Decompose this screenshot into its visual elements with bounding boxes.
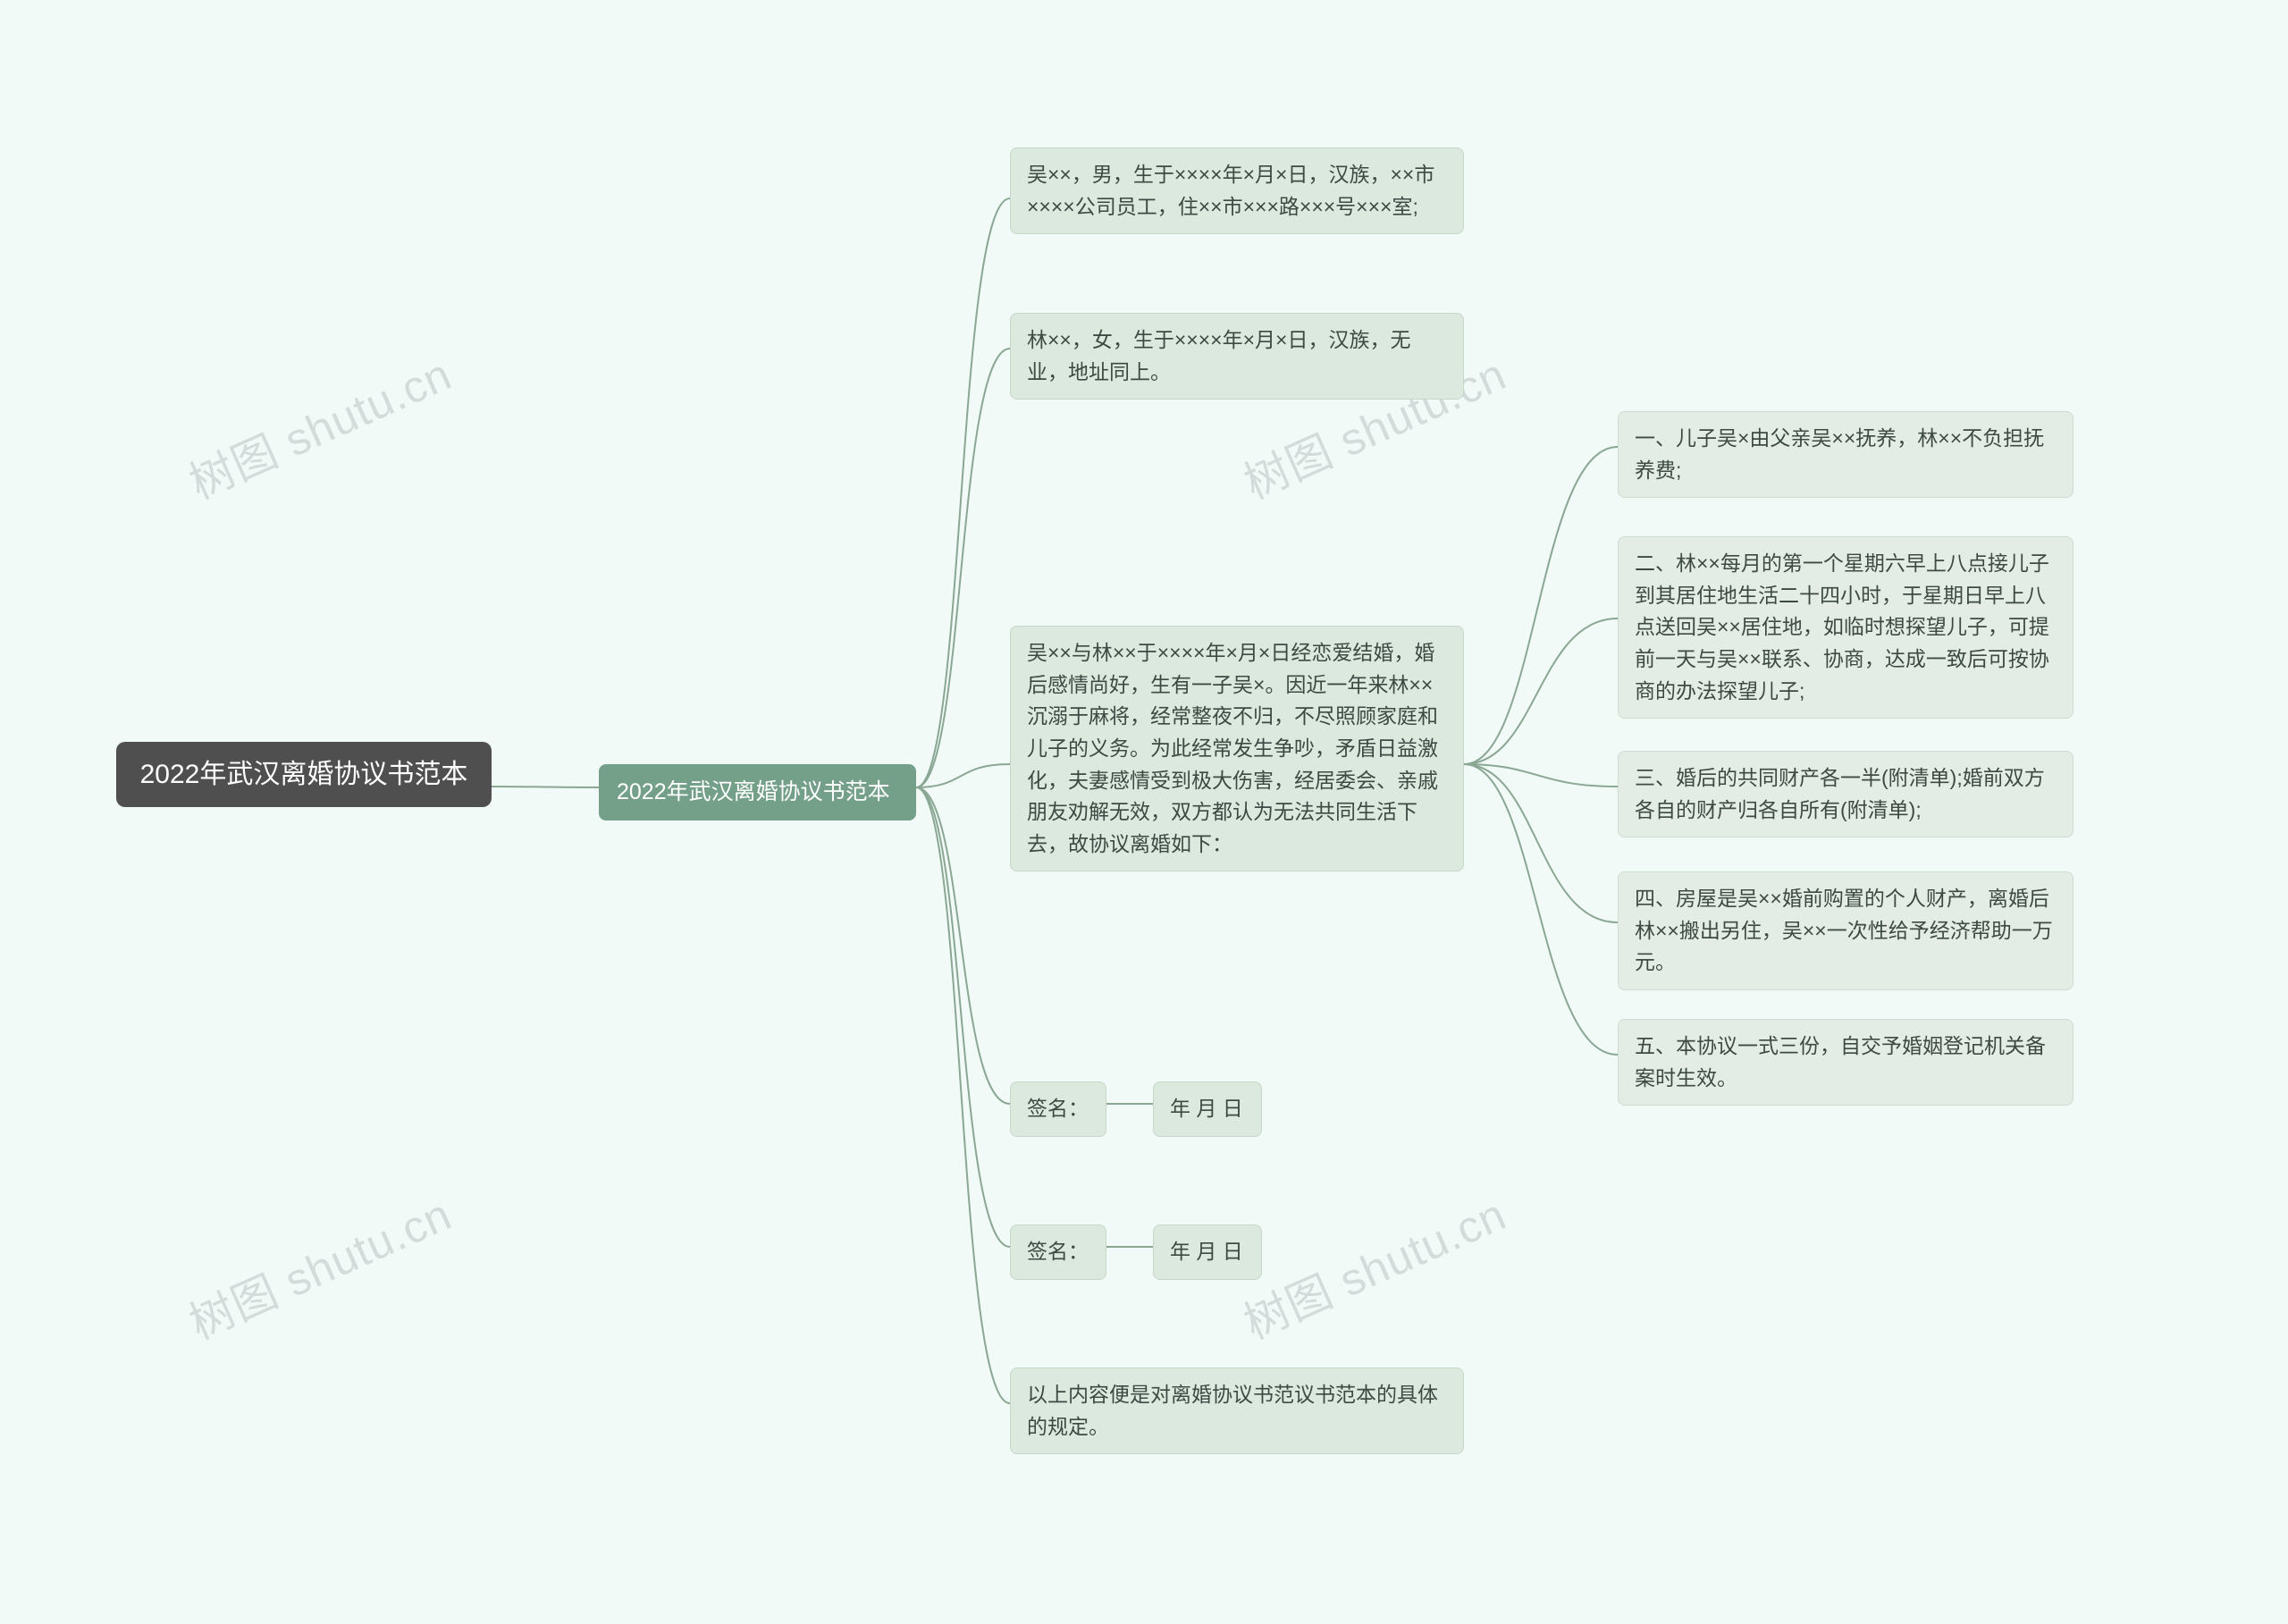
- leaf-node[interactable]: 以上内容便是对离婚协议书范议书范本的具体的规定。: [1010, 1367, 1464, 1454]
- leaf-node[interactable]: 签名：: [1010, 1224, 1106, 1280]
- branch-node[interactable]: 2022年武汉离婚协议书范本: [599, 764, 916, 820]
- leaf-node[interactable]: 四、房屋是吴××婚前购置的个人财产，离婚后林××搬出另住，吴××一次性给予经济帮…: [1618, 871, 2074, 990]
- leaf-node[interactable]: 吴××与林××于××××年×月×日经恋爱结婚，婚后感情尚好，生有一子吴×。因近一…: [1010, 626, 1464, 871]
- leaf-node[interactable]: 五、本协议一式三份，自交予婚姻登记机关备案时生效。: [1618, 1019, 2074, 1106]
- leaf-node[interactable]: 签名：: [1010, 1081, 1106, 1137]
- watermark: 树图 shutu.cn: [178, 1179, 460, 1351]
- leaf-node[interactable]: 二、林××每月的第一个星期六早上八点接儿子到其居住地生活二十四小时，于星期日早上…: [1618, 536, 2074, 719]
- mindmap-canvas: 树图 shutu.cn 树图 shutu.cn 树图 shutu.cn 树图 s…: [0, 0, 2288, 1624]
- leaf-node[interactable]: 年 月 日: [1153, 1224, 1262, 1280]
- watermark: 树图 shutu.cn: [1232, 1179, 1515, 1351]
- leaf-node[interactable]: 三、婚后的共同财产各一半(附清单);婚前双方各自的财产归各自所有(附清单);: [1618, 751, 2074, 837]
- leaf-node[interactable]: 林××，女，生于××××年×月×日，汉族，无业，地址同上。: [1010, 313, 1464, 400]
- watermark: 树图 shutu.cn: [178, 339, 460, 511]
- leaf-node[interactable]: 吴××，男，生于××××年×月×日，汉族，××市××××公司员工，住××市×××…: [1010, 147, 1464, 234]
- leaf-node[interactable]: 一、儿子吴×由父亲吴××抚养，林××不负担抚养费;: [1618, 411, 2074, 498]
- leaf-node[interactable]: 年 月 日: [1153, 1081, 1262, 1137]
- root-node[interactable]: 2022年武汉离婚协议书范本: [116, 742, 492, 807]
